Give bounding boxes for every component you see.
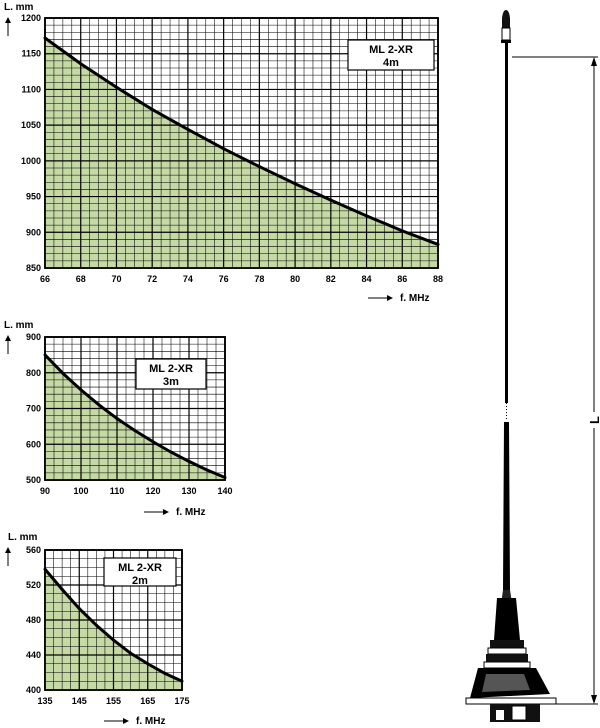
data-point [77,607,81,611]
y-axis-label: L. mm [4,320,34,331]
y-tick-label: 560 [26,545,41,555]
data-point [187,459,191,463]
x-axis-label: f. MHz [136,716,165,727]
x-tick-label: 84 [362,274,372,284]
x-tick-label: 100 [73,486,88,496]
data-point [329,198,333,202]
x-tick-label: 70 [111,274,121,284]
x-axis-label: f. MHz [176,507,205,518]
y-tick-label: 950 [26,192,41,202]
x-tick-label: 82 [326,274,336,284]
title-box [347,39,435,71]
chart-title: ML 2-XR [369,44,413,56]
data-point [150,107,154,111]
data-point [97,403,101,407]
x-tick-label: 145 [72,696,87,706]
y-tick-label: 520 [26,580,41,590]
data-point [146,662,150,666]
x-tick-label: 155 [106,696,121,706]
data-point [115,417,119,421]
y-axis-label: L. mm [4,2,34,13]
chart-1: 66 68 70 72 74 76 78 80 82 84 86 88 850 900 950 1000 105… [4,2,443,304]
x-tick-label: 140 [217,486,232,496]
antenna-base [465,590,557,722]
data-point [222,147,226,151]
x-tick-label: 135 [37,696,52,706]
data-point [79,388,83,392]
antenna-whip-lower [503,422,510,590]
y-tick-label: 700 [26,404,41,414]
title-box [135,358,207,390]
data-point [169,450,173,454]
antenna-illustration: L [465,10,600,722]
x-tick-label: 74 [183,274,193,284]
grid [45,18,438,268]
data-point [129,651,133,655]
x-tick-label: 175 [174,696,189,706]
y-tick-label: 900 [26,227,41,237]
chart-3: 135 145 155 165 175 400 440 480 520 560 L. mm f. MH… [5,532,190,727]
x-tick-label: 130 [181,486,196,496]
y-tick-label: 480 [26,615,41,625]
chart-title: ML 2-XR [149,363,193,375]
y-tick-label: 1100 [21,84,41,94]
data-point [365,214,369,218]
x-tick-label: 72 [147,274,157,284]
y-tick-label: 1200 [21,13,41,23]
x-tick-label: 78 [254,274,264,284]
x-tick-label: 88 [433,274,443,284]
dimension-label-l: L [587,416,600,424]
x-tick-label: 90 [40,486,50,496]
x-tick-label: 120 [145,486,160,496]
x-tick-label: 110 [110,486,125,496]
chart-subtitle: 2m [132,575,148,587]
length-curve [44,36,439,246]
antenna-tip-knob [501,10,511,43]
antenna-whip-upper [505,43,508,403]
data-point [114,85,118,89]
y-tick-label: 850 [26,263,41,273]
data-point [79,62,83,66]
x-tick-label: 165 [140,696,155,706]
data-point [133,429,137,433]
plot-border [44,336,226,481]
x-tick-label: 68 [76,274,86,284]
data-point [400,229,404,233]
y-tick-label: 1050 [21,120,41,130]
y-tick-label: 1150 [21,49,41,59]
data-point [60,587,64,591]
data-point [293,182,297,186]
data-point [94,623,98,627]
chart-subtitle: 4m [383,57,399,69]
chart-title: ML 2-XR [118,562,162,574]
x-tick-label: 66 [40,274,50,284]
data-point [112,638,115,642]
data-point [205,468,209,472]
y-axis-label: L. mm [8,532,38,543]
y-tick-label: 900 [26,332,41,342]
x-tick-label: 76 [219,274,229,284]
y-tick-label: 1000 [21,156,41,166]
y-tick-label: 500 [26,475,41,485]
y-tick-label: 800 [26,368,41,378]
y-tick-label: 440 [26,650,41,660]
y-tick-label: 400 [26,685,41,695]
data-point [151,440,155,444]
data-point [186,127,190,131]
x-tick-label: 86 [397,274,407,284]
plot-border [44,549,183,691]
x-axis-label: f. MHz [400,293,429,304]
x-tick-label: 80 [290,274,300,284]
chart-subtitle: 3m [163,376,179,388]
title-box [103,557,177,587]
data-point [61,371,65,375]
data-point [257,165,261,169]
y-tick-label: 600 [26,439,41,449]
data-point [163,671,167,675]
dimension-line-l: L [512,56,600,705]
plot-border [44,17,439,269]
